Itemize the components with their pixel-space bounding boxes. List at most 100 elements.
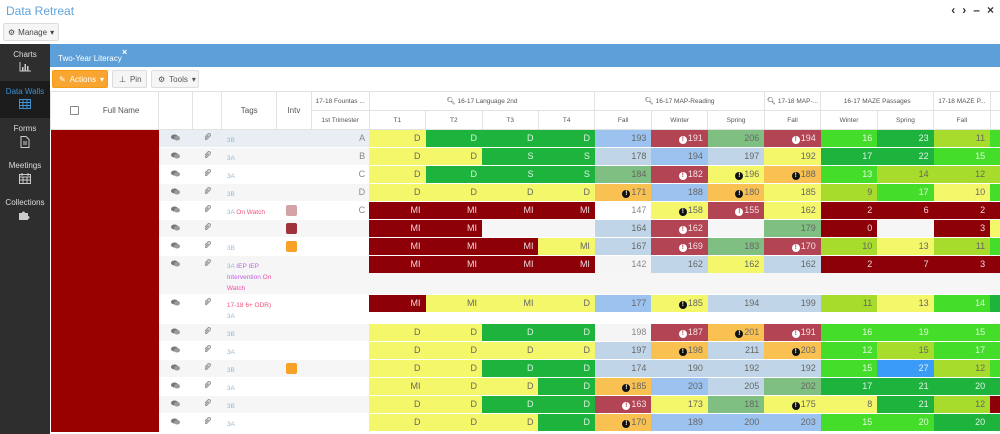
score-cell[interactable]: 11	[820, 294, 878, 324]
subcolumn-header[interactable]: T3	[481, 110, 539, 130]
score-cell[interactable]: D	[369, 359, 426, 378]
subcolumn-header[interactable]: Fall	[594, 110, 652, 130]
score-cell[interactable]: ! 196	[707, 165, 765, 184]
paperclip-icon[interactable]	[203, 133, 212, 142]
tag[interactable]: 3B	[226, 367, 235, 374]
tag[interactable]: 3B	[226, 191, 235, 198]
score-cell[interactable]: 14	[933, 294, 991, 324]
score-cell[interactable]: D	[425, 323, 482, 342]
score-cell[interactable]: ! 185	[594, 377, 652, 396]
score-cell[interactable]: MI	[482, 294, 539, 324]
score-cell[interactable]: 15	[877, 341, 934, 360]
score-cell[interactable]: D	[425, 377, 482, 396]
score-cell[interactable]: 8	[820, 395, 878, 414]
score-cell[interactable]: ! 191	[764, 323, 821, 342]
score-cell[interactable]	[707, 219, 765, 238]
score-cell[interactable]: 178	[594, 147, 652, 166]
tab-two-year-literacy[interactable]: Two-Year Literacy	[58, 54, 122, 63]
score-cell[interactable]: 162	[707, 255, 765, 295]
subcolumn-header[interactable]: T4	[537, 110, 596, 130]
search-icon[interactable]: 🔍︎	[644, 98, 654, 105]
score-cell[interactable]: MI	[538, 255, 595, 295]
score-cell[interactable]: ! 169	[651, 237, 708, 256]
paperclip-icon[interactable]	[203, 223, 212, 232]
score-cell[interactable]: 21	[877, 395, 934, 414]
score-cell[interactable]: 13	[820, 165, 878, 184]
score-cell[interactable]: 64	[990, 237, 1000, 256]
subcolumn-header[interactable]: 1st Trimester	[310, 110, 370, 130]
paperclip-icon[interactable]	[203, 399, 212, 408]
tag[interactable]: 3A	[226, 155, 235, 162]
score-cell[interactable]: 183	[707, 237, 765, 256]
tag[interactable]: IEP Intervention	[226, 263, 263, 281]
score-cell[interactable]: D	[369, 183, 426, 202]
comments-icon[interactable]	[171, 224, 181, 231]
comments-icon[interactable]	[171, 328, 181, 335]
assessment-group-header[interactable]: 17-18 Fountas ...	[310, 91, 370, 111]
tag[interactable]: IEP	[236, 263, 249, 270]
score-cell[interactable]: 142	[594, 255, 652, 295]
score-cell[interactable]: ! 175	[764, 395, 821, 414]
intv-header[interactable]: Intv	[276, 91, 312, 130]
tag[interactable]: 17-18 6+ ODR)	[226, 302, 272, 309]
score-cell[interactable]: 27	[877, 359, 934, 378]
score-cell[interactable]: D	[369, 341, 426, 360]
score-cell[interactable]: ! 171	[594, 183, 652, 202]
score-cell[interactable]: MI	[482, 255, 539, 295]
score-cell[interactable]: 6	[877, 201, 934, 220]
score-cell[interactable]: ! 170	[764, 237, 821, 256]
score-cell[interactable]: 9	[820, 183, 878, 202]
student-name-redacted[interactable]	[50, 395, 159, 414]
intervention-swatch[interactable]	[285, 205, 297, 216]
score-cell[interactable]: D	[538, 395, 595, 414]
assessment-group-header[interactable]: 🔍︎ 16-17 Language 2nd	[368, 91, 596, 111]
score-cell[interactable]: D	[538, 341, 595, 360]
score-cell[interactable]: 203	[651, 377, 708, 396]
score-cell[interactable]: D	[425, 165, 482, 184]
table-row[interactable]: 3B DDDD17419019219215271278	[50, 359, 1000, 378]
score-cell[interactable]: 14	[990, 201, 1000, 220]
subcolumn-header[interactable]: Spring	[707, 110, 765, 130]
score-cell[interactable]: 200	[707, 413, 765, 432]
student-name-redacted[interactable]	[50, 294, 159, 324]
sidebar-item-data-walls[interactable]: Data Walls	[0, 81, 50, 118]
score-cell[interactable]: 193	[594, 129, 652, 148]
assessment-group-header[interactable]: 16-17 MAZE Passages	[820, 91, 935, 111]
score-cell[interactable]: 173	[651, 395, 708, 414]
score-cell[interactable]: 15	[933, 147, 991, 166]
score-cell[interactable]: D	[482, 183, 539, 202]
paperclip-icon[interactable]	[203, 363, 212, 372]
score-cell[interactable]: MI	[425, 255, 482, 295]
back-icon[interactable]: ‹	[951, 3, 956, 17]
score-cell[interactable]: MI	[369, 219, 426, 238]
score-cell[interactable]	[538, 219, 595, 238]
paperclip-icon[interactable]	[203, 205, 212, 214]
paperclip-icon[interactable]	[203, 381, 212, 390]
score-cell[interactable]: D	[369, 413, 426, 432]
select-all-checkbox[interactable]	[69, 106, 79, 116]
score-cell[interactable]: 147	[594, 201, 652, 220]
score-cell[interactable]: 62	[990, 165, 1000, 184]
score-cell[interactable]: 113	[990, 294, 1000, 324]
score-cell[interactable]: D	[482, 359, 539, 378]
score-cell[interactable]: 12	[933, 395, 991, 414]
subcolumn-header[interactable]: Fall	[933, 110, 991, 130]
subcolumn-header[interactable]: Winter	[820, 110, 878, 130]
score-cell[interactable]: 189	[651, 413, 708, 432]
score-cell[interactable]: 64	[990, 183, 1000, 202]
score-cell[interactable]: D	[425, 183, 482, 202]
score-cell[interactable]: 192	[764, 147, 821, 166]
comments-icon[interactable]	[171, 364, 181, 371]
score-cell[interactable]: 203	[764, 413, 821, 432]
score-cell[interactable]: D	[538, 413, 595, 432]
assessment-group-header[interactable]: 🔍︎ 16-17 MAP-Reading	[594, 91, 765, 111]
score-cell[interactable]: 20	[933, 413, 991, 432]
score-cell[interactable]: 206	[707, 129, 765, 148]
score-cell[interactable]: MI	[482, 237, 539, 256]
score-cell[interactable]: ! 162	[651, 219, 708, 238]
score-cell[interactable]: 179	[764, 219, 821, 238]
